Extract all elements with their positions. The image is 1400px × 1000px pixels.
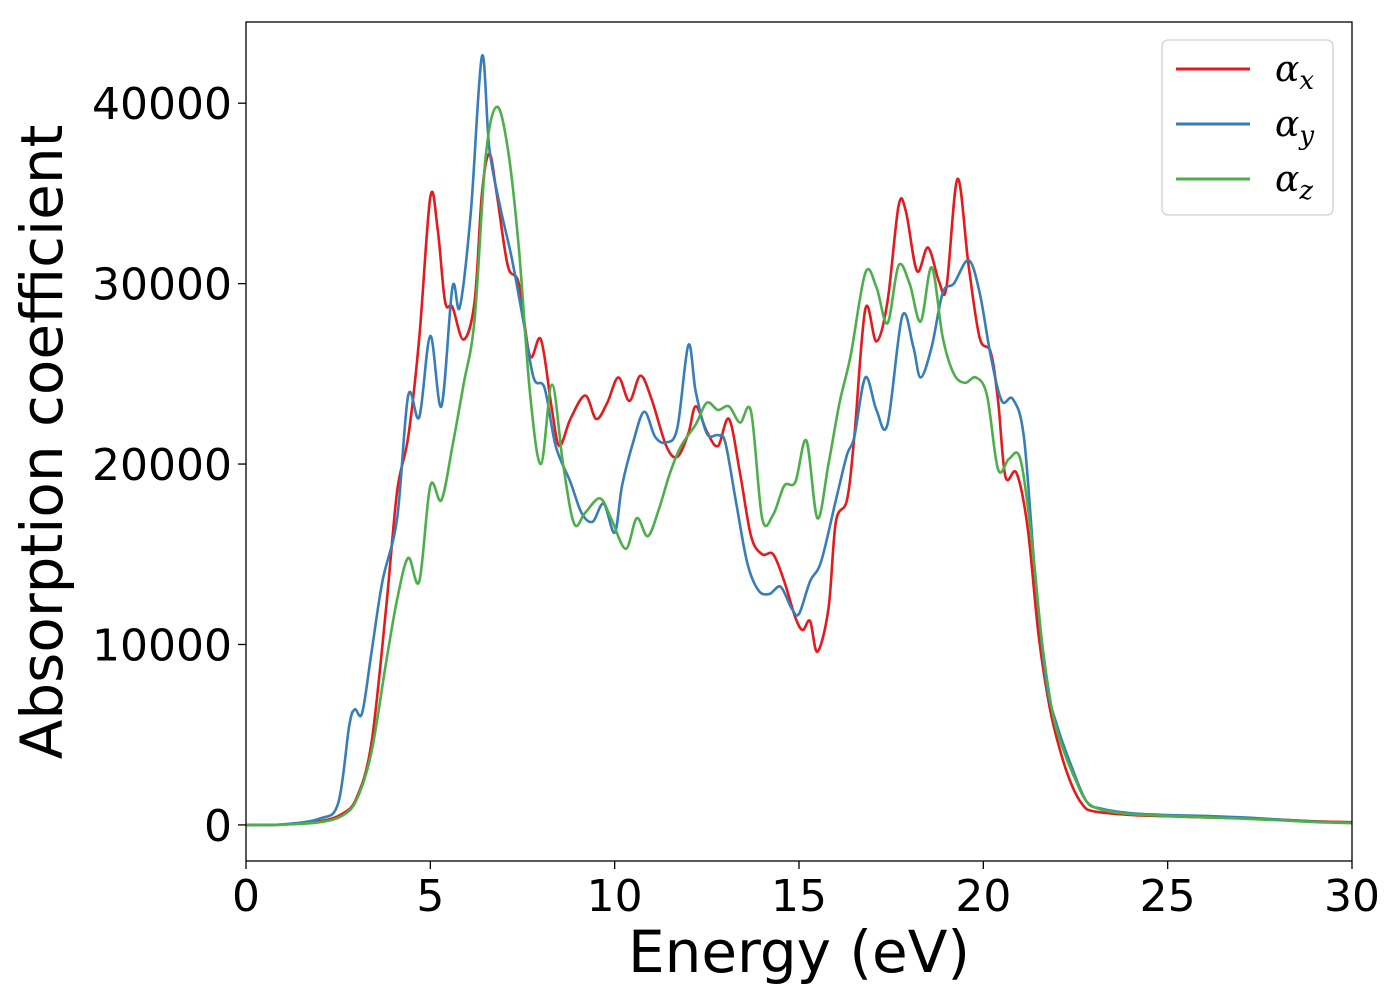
series-line-alpha-y (246, 54, 1352, 827)
x-tick-label: 5 (416, 871, 444, 922)
legend-box (1161, 39, 1334, 216)
legend: αx αy αz (1161, 39, 1334, 216)
y-tick-label: 30000 (92, 260, 232, 311)
y-axis-label: Absorption coefficient (8, 125, 76, 760)
y-tick-label: 0 (204, 801, 232, 852)
series-line-alpha-x (246, 152, 1352, 827)
y-axis: 0 10000 20000 30000 40000 (92, 79, 246, 852)
x-tick-label: 20 (955, 871, 1011, 922)
y-tick-label: 40000 (92, 79, 232, 130)
x-tick-label: 0 (232, 871, 260, 922)
x-axis-label: Energy (eV) (628, 918, 970, 986)
legend-label-alpha-y: αy (1275, 104, 1314, 151)
x-axis: 0 5 10 15 20 25 30 (232, 861, 1380, 922)
x-tick-label: 25 (1140, 871, 1196, 922)
x-tick-label: 30 (1324, 871, 1380, 922)
x-tick-label: 15 (771, 871, 827, 922)
legend-label-alpha-z: αz (1275, 159, 1313, 206)
y-tick-label: 10000 (92, 620, 232, 671)
legend-label-alpha-x: αx (1275, 49, 1314, 96)
series-lines (246, 54, 1352, 827)
x-tick-label: 10 (587, 871, 643, 922)
series-line-alpha-z (246, 105, 1352, 827)
y-tick-label: 20000 (92, 440, 232, 491)
